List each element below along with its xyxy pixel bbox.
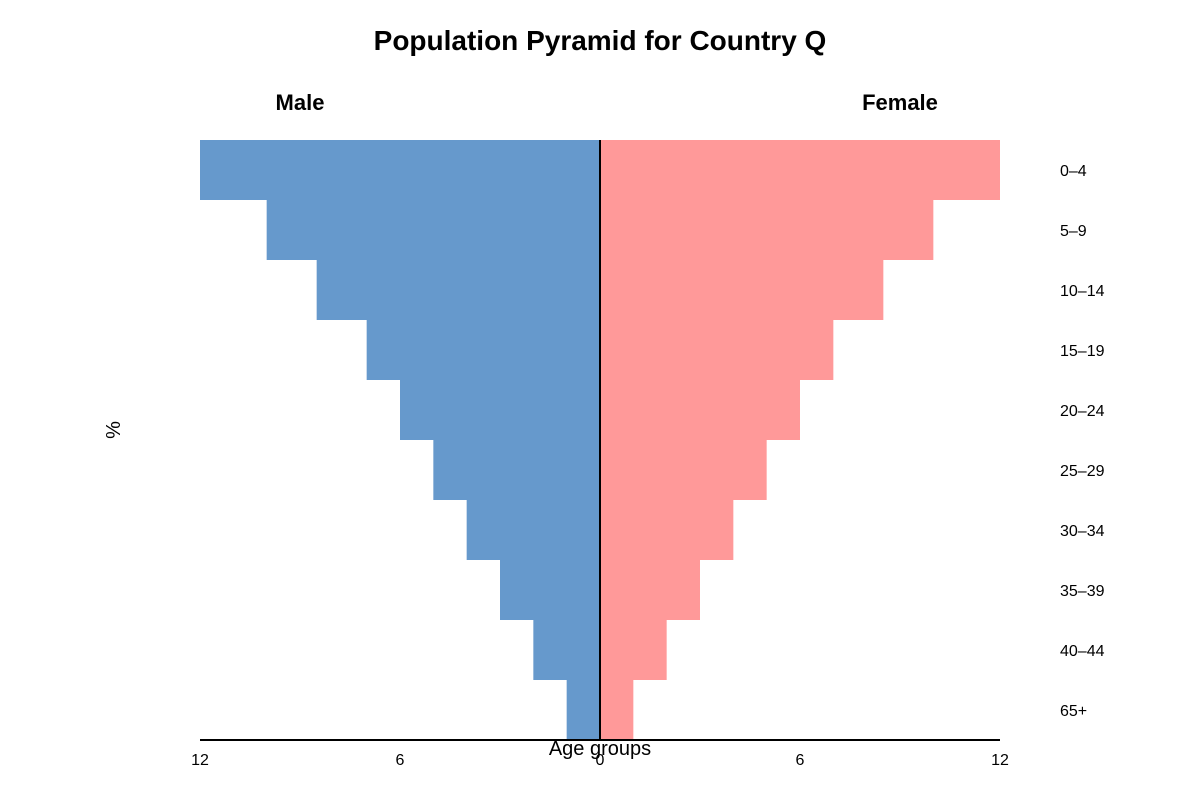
- male-bar-5: [433, 440, 600, 500]
- x-tick-labels: 12 6 0 6 12: [191, 752, 1009, 769]
- male-bar-7: [500, 560, 600, 620]
- age-group-label-2: 10–14: [1060, 283, 1105, 300]
- male-bars: [200, 140, 600, 740]
- male-bar-9: [566, 680, 600, 740]
- male-bar-4: [400, 380, 600, 440]
- female-bar-9: [600, 680, 634, 740]
- male-bar-0: [200, 140, 600, 200]
- x-tick-label-1: 6: [396, 752, 405, 769]
- female-bar-7: [600, 560, 700, 620]
- male-bar-8: [533, 620, 600, 680]
- male-bar-2: [316, 260, 600, 320]
- x-tick-label-3: 6: [796, 752, 805, 769]
- female-bar-0: [600, 140, 1000, 200]
- female-bar-3: [600, 320, 834, 380]
- x-tick-label-2: 0: [596, 752, 605, 769]
- female-bar-8: [600, 620, 667, 680]
- y-axis-title: %: [103, 421, 125, 439]
- age-group-label-0: 0–4: [1060, 163, 1087, 180]
- x-tick-label-4: 12: [991, 752, 1009, 769]
- male-side-label: Male: [276, 90, 325, 115]
- age-group-label-5: 25–29: [1060, 463, 1105, 480]
- age-group-label-6: 30–34: [1060, 523, 1105, 540]
- age-group-label-7: 35–39: [1060, 583, 1105, 600]
- age-group-labels: 0–4 5–9 10–14 15–19 20–24 25–29 30–34 35–39 40–4…: [1060, 163, 1105, 720]
- x-axis-title: Age groups: [549, 738, 651, 760]
- male-bar-3: [366, 320, 600, 380]
- chart-title: Population Pyramid for Country Q: [374, 25, 827, 56]
- female-bar-6: [600, 500, 734, 560]
- age-group-label-3: 15–19: [1060, 343, 1105, 360]
- male-bar-6: [466, 500, 600, 560]
- age-group-label-9: 65+: [1060, 703, 1087, 720]
- female-bar-1: [600, 200, 934, 260]
- female-bar-5: [600, 440, 767, 500]
- female-bar-2: [600, 260, 884, 320]
- age-group-label-1: 5–9: [1060, 223, 1087, 240]
- female-bar-4: [600, 380, 800, 440]
- age-group-label-8: 40–44: [1060, 643, 1105, 660]
- female-bars: [600, 140, 1000, 740]
- male-bar-1: [266, 200, 600, 260]
- x-tick-label-0: 12: [191, 752, 209, 769]
- female-side-label: Female: [862, 90, 938, 115]
- age-group-label-4: 20–24: [1060, 403, 1105, 420]
